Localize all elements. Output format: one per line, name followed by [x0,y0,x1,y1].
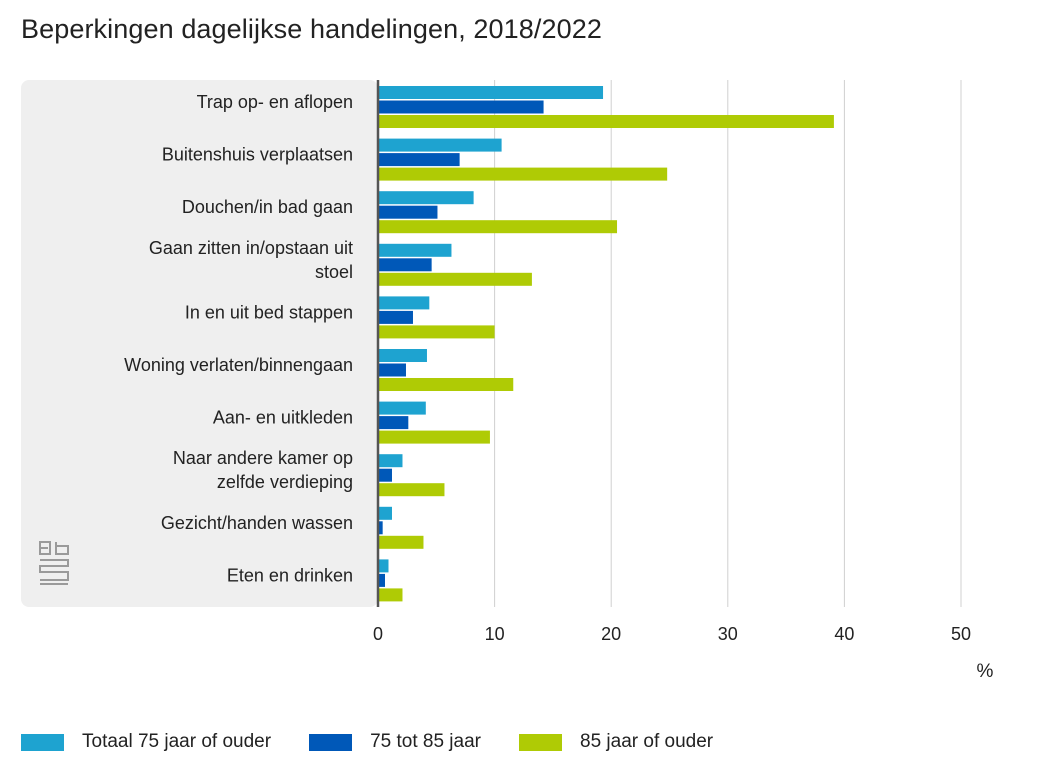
legend-label-75-85: 75 tot 85 jaar [370,731,481,752]
category-label: Gezicht/handen wassen [161,513,353,533]
bar-75-85 [378,205,438,219]
bar-totaal [378,349,427,362]
bar-75-85 [378,573,385,587]
category-label: Naar andere kamer op zelfde verdieping [173,448,353,492]
bar-75-85 [378,100,544,114]
legend-label-85-plus: 85 jaar of ouder [580,731,714,752]
category-label-line: zelfde verdieping [217,472,353,492]
bar-85-plus [378,483,445,497]
x-tick-labels: 0 10 20 30 40 50 [373,624,971,644]
category-labels: Trap op- en aflopen Buitenshuis verplaats… [124,92,353,585]
bar-totaal [378,559,389,573]
chart-title: Beperkingen dagelijkse handelingen, 2018… [21,14,602,44]
bar-chart: Trap op- en aflopen Buitenshuis verplaats… [21,80,994,682]
legend-swatch-75-85 [309,733,353,751]
bar-75-85 [378,363,406,377]
bar-75-85 [378,521,383,535]
x-tick-label: 20 [601,624,621,644]
bar-totaal [378,138,502,152]
category-label: Gaan zitten in/opstaan uit stoel [149,238,353,282]
category-label-line: stoel [315,262,353,282]
bar-85-plus [378,588,403,602]
category-panel [21,80,378,607]
bar-totaal [378,86,604,99]
category-label: Buitenshuis verplaatsen [162,145,353,165]
bar-75-85 [378,153,460,167]
bar-85-plus [378,325,495,339]
bar-75-85 [378,310,413,324]
bar-75-85 [378,416,409,430]
bar-85-plus [378,430,490,444]
x-axis-label: % [977,661,994,682]
x-tick-label: 10 [485,624,505,644]
gridlines [494,80,962,607]
category-label: Trap op- en aflopen [197,92,353,112]
legend-item-85-plus: 85 jaar of ouder [519,731,713,753]
legend: Totaal 75 jaar of ouder 75 tot 85 jaar 8… [21,731,751,753]
x-tick-label: 50 [951,624,971,644]
x-tick-label: 30 [718,624,738,644]
x-tick-label: 0 [373,624,383,644]
bars [378,86,834,602]
bar-85-plus [378,535,424,549]
bar-totaal [378,191,474,205]
legend-swatch-85-plus [519,733,562,751]
legend-label-totaal: Totaal 75 jaar of ouder [82,731,272,752]
category-label: Aan- en uitkleden [213,408,353,428]
bar-totaal [378,454,403,468]
x-tick-label: 40 [834,624,854,644]
bar-85-plus [378,378,514,391]
category-label: Woning verlaten/binnengaan [124,355,353,375]
bar-85-plus [378,272,532,286]
category-label: In en uit bed stappen [185,302,353,322]
legend-item-75-85: 75 tot 85 jaar [309,731,481,753]
category-label: Douchen/in bad gaan [182,197,353,217]
bar-85-plus [378,220,618,234]
bar-85-plus [378,167,668,181]
bar-75-85 [378,258,432,272]
bar-75-85 [378,468,392,482]
bar-totaal [378,243,452,257]
legend-swatch-totaal [21,733,64,751]
legend-item-totaal: Totaal 75 jaar of ouder [21,731,271,753]
category-label-line: Naar andere kamer op [173,448,353,468]
bar-totaal [378,296,430,310]
bar-totaal [378,401,426,415]
category-label-line: Gaan zitten in/opstaan uit [149,238,353,258]
bar-totaal [378,506,392,520]
category-label: Eten en drinken [227,565,353,585]
bar-85-plus [378,115,834,128]
cbs-logo-icon [38,540,74,593]
